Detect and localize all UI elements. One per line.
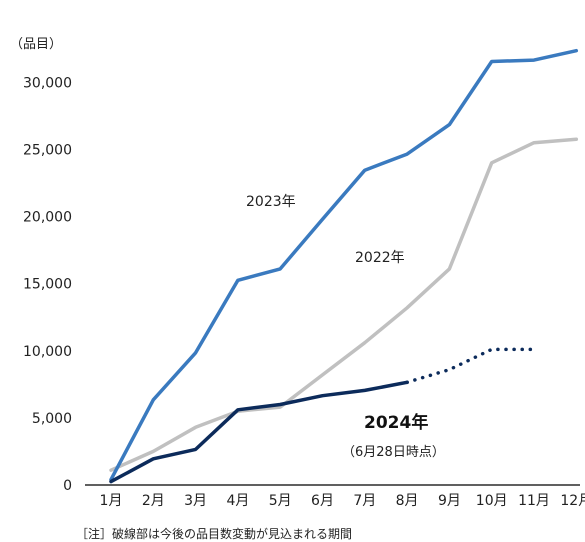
series-label-2024: 2024年 bbox=[364, 412, 428, 433]
x-tick-label: 5月 bbox=[269, 493, 292, 509]
x-tick-label: 1月 bbox=[100, 493, 123, 509]
x-axis: 1月 2月 3月 4月 5月 6月 7月 8月 9月 10月 11月 12月 bbox=[100, 493, 585, 509]
x-tick-label: 12月 bbox=[560, 493, 585, 509]
x-tick-label: 8月 bbox=[396, 493, 419, 509]
y-tick-label: 20,000 bbox=[23, 210, 72, 226]
series-lines bbox=[109, 48, 579, 484]
x-tick-label: 7月 bbox=[353, 493, 376, 509]
x-tick-label: 9月 bbox=[438, 493, 461, 509]
y-tick-label: 15,000 bbox=[23, 277, 72, 293]
y-tick-label: 0 bbox=[63, 478, 72, 494]
series-projection-2024 bbox=[405, 347, 536, 385]
x-tick-label: 11月 bbox=[518, 493, 550, 509]
y-tick-label: 25,000 bbox=[23, 142, 72, 158]
series-line-2024 bbox=[109, 380, 409, 484]
y-tick-label: 30,000 bbox=[23, 75, 72, 91]
series-line-2022 bbox=[109, 137, 579, 472]
x-tick-label: 3月 bbox=[184, 493, 207, 509]
footnote: ［注］破線部は今後の品目数変動が見込まれる期間 bbox=[76, 526, 352, 541]
y-axis-unit-label: （品目） bbox=[10, 37, 62, 52]
series-label-2022: 2022年 bbox=[355, 250, 405, 266]
y-tick-label: 5,000 bbox=[32, 411, 72, 427]
x-tick-label: 2月 bbox=[142, 493, 165, 509]
series-sublabel-2024: （6月28日時点） bbox=[342, 445, 445, 460]
y-tick-label: 10,000 bbox=[23, 344, 72, 360]
x-tick-label: 10月 bbox=[476, 493, 508, 509]
x-tick-label: 4月 bbox=[226, 493, 249, 509]
series-line-2023 bbox=[109, 48, 579, 482]
y-axis: 0 5,000 10,000 15,000 20,000 25,000 30,000 bbox=[23, 75, 72, 494]
x-tick-label: 6月 bbox=[311, 493, 334, 509]
series-label-2023: 2023年 bbox=[246, 194, 296, 210]
